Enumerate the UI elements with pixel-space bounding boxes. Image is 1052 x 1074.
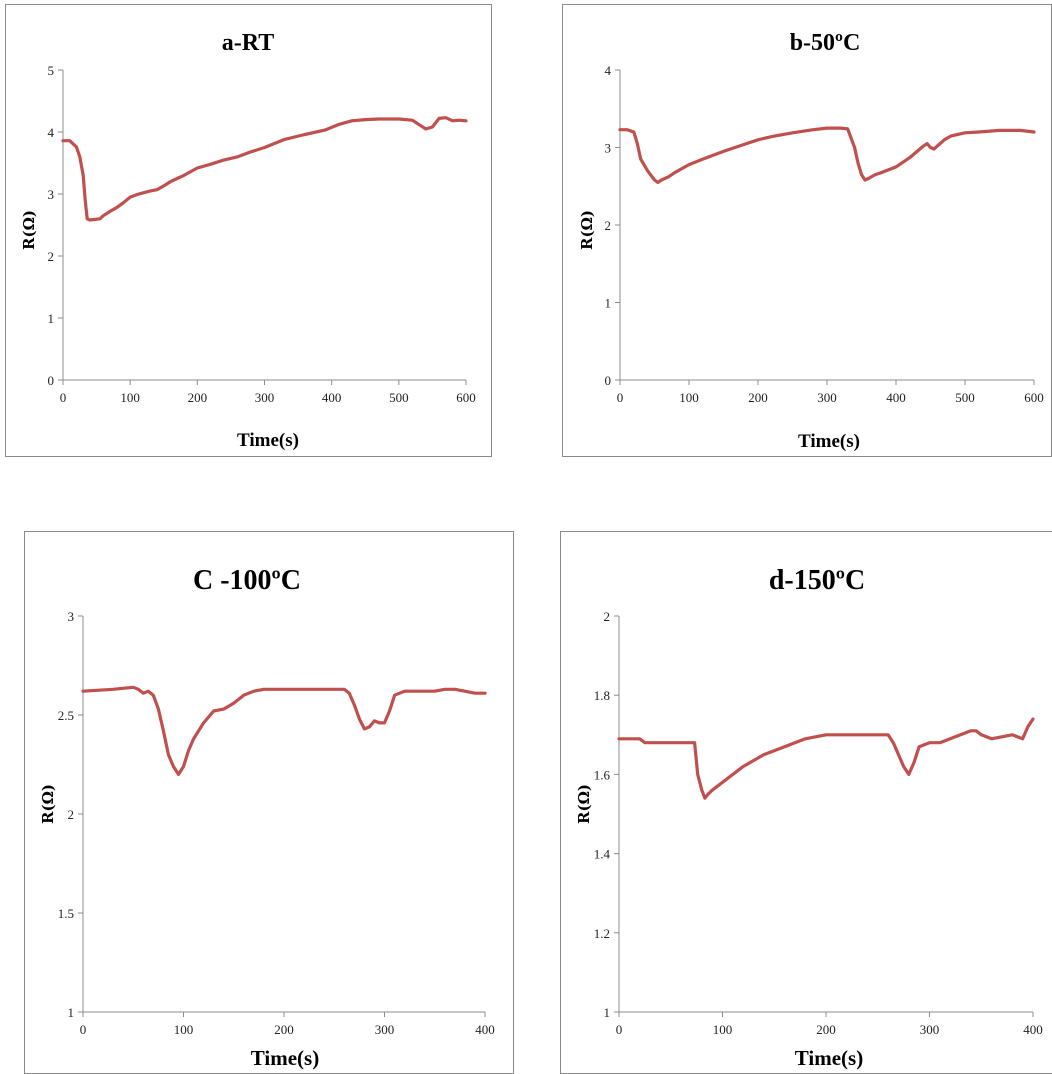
chart-svg-c: C -100ºC R(Ω) Time(s) 1 1.5 2 2.5 3 0 100 200 30… [39, 565, 495, 1070]
x-tick-label: 300 [375, 1022, 395, 1037]
y-tick-label: 1 [604, 1005, 611, 1020]
x-tick-label: 400 [886, 390, 906, 405]
x-tick-label: 500 [955, 390, 975, 405]
x-tick-label: 100 [713, 1022, 733, 1037]
x-axis-label: Time(s) [795, 1046, 863, 1070]
x-tick-label: 300 [817, 390, 837, 405]
x-tick-label: 100 [174, 1022, 194, 1037]
chart-svg-d: d-150ºC R(Ω) Time(s) 1 1.2 1.4 1.6 1.8 2 0 100 2… [575, 565, 1043, 1070]
y-axis-label: R(Ω) [39, 784, 57, 824]
x-tick-label: 100 [120, 390, 140, 405]
x-tick-label: 0 [80, 1022, 87, 1037]
x-axis-label: Time(s) [237, 430, 299, 451]
x-tick-label: 200 [748, 390, 768, 405]
plot-area: 0 1 2 3 4 0 100 200 300 400 500 600 [605, 63, 1044, 405]
y-tick-label: 1.6 [594, 767, 611, 782]
y-axis-label: R(Ω) [20, 210, 38, 250]
y-tick-label: 2 [605, 218, 612, 233]
chart-title: C -100ºC [193, 565, 301, 596]
chart-title: d-150ºC [769, 565, 865, 596]
x-tick-label: 0 [617, 390, 624, 405]
chart-title: b-50ºC [790, 30, 861, 56]
chart-panel-b: b-50ºC R(Ω) Time(s) 0 1 2 3 4 0 100 200 300 400 50… [562, 4, 1052, 457]
x-tick-label: 0 [616, 1022, 623, 1037]
y-tick-label: 5 [48, 63, 55, 78]
x-tick-label: 100 [679, 390, 699, 405]
y-axis-label: R(Ω) [578, 210, 596, 250]
x-axis-label: Time(s) [798, 431, 860, 452]
x-tick-label: 400 [1023, 1022, 1043, 1037]
y-tick-label: 1.2 [594, 926, 610, 941]
x-tick-label: 200 [188, 390, 208, 405]
y-tick-label: 0 [48, 373, 55, 388]
y-tick-label: 0 [605, 373, 612, 388]
x-tick-label: 200 [816, 1022, 836, 1037]
y-tick-label: 1.8 [594, 688, 610, 703]
x-tick-label: 300 [920, 1022, 940, 1037]
y-tick-label: 4 [605, 63, 612, 78]
x-tick-label: 200 [274, 1022, 294, 1037]
series-line [61, 116, 468, 222]
x-tick-label: 400 [475, 1022, 495, 1037]
x-tick-label: 300 [255, 390, 275, 405]
y-tick-label: 1 [68, 1005, 75, 1020]
x-tick-label: 600 [1024, 390, 1044, 405]
plot-area: 1 1.2 1.4 1.6 1.8 2 0 100 200 300 400 [594, 609, 1043, 1037]
x-tick-label: 400 [322, 390, 342, 405]
chart-panel-d: d-150ºC R(Ω) Time(s) 1 1.2 1.4 1.6 1.8 2 0 100 2… [560, 531, 1052, 1074]
plot-area: 0 1 2 3 4 5 0 100 200 300 400 500 600 [48, 63, 476, 405]
chart-panel-a: a-RT R(Ω) Time(s) 0 1 2 3 4 5 0 100 200 300 400 500… [5, 4, 492, 457]
series-line [618, 126, 1036, 184]
y-tick-label: 2 [68, 807, 75, 822]
chart-svg-b: b-50ºC R(Ω) Time(s) 0 1 2 3 4 0 100 200 300 400 50… [578, 30, 1044, 452]
y-tick-label: 3 [48, 187, 55, 202]
y-tick-label: 1.4 [594, 847, 611, 862]
chart-svg-a: a-RT R(Ω) Time(s) 0 1 2 3 4 5 0 100 200 300 400 500… [20, 30, 476, 451]
x-tick-label: 600 [456, 390, 476, 405]
series-line [617, 717, 1035, 800]
x-tick-label: 0 [60, 390, 67, 405]
y-tick-label: 1 [48, 311, 55, 326]
chart-panel-c: C -100ºC R(Ω) Time(s) 1 1.5 2 2.5 3 0 100 200 30… [24, 531, 514, 1074]
chart-title: a-RT [222, 30, 275, 56]
y-tick-label: 3 [605, 141, 612, 156]
y-tick-label: 2.5 [58, 708, 74, 723]
x-axis-label: Time(s) [251, 1046, 319, 1070]
y-tick-label: 1 [605, 296, 612, 311]
plot-area: 1 1.5 2 2.5 3 0 100 200 300 400 [58, 609, 495, 1037]
y-tick-label: 2 [604, 609, 611, 624]
series-line [81, 685, 487, 776]
x-tick-label: 500 [389, 390, 409, 405]
y-tick-label: 1.5 [58, 906, 74, 921]
y-tick-label: 3 [68, 609, 75, 624]
y-tick-label: 4 [48, 125, 55, 140]
y-tick-label: 2 [48, 249, 55, 264]
y-axis-label: R(Ω) [575, 784, 593, 824]
